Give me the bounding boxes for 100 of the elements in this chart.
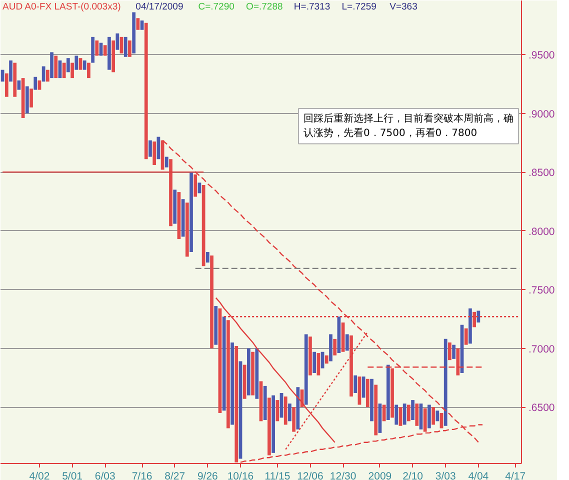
bar	[456, 348, 460, 376]
bar	[136, 18, 140, 30]
bar	[354, 375, 358, 393]
bar	[402, 404, 406, 425]
bar	[140, 20, 144, 30]
bar	[164, 156, 168, 168]
x-tick-label: 2009	[368, 470, 392, 480]
bar	[214, 306, 218, 345]
bar	[350, 335, 353, 397]
bar	[78, 58, 82, 70]
y-tick-label: .9500	[528, 50, 555, 62]
bar	[34, 76, 38, 90]
bar	[30, 88, 33, 108]
bar	[251, 352, 254, 396]
bar	[329, 334, 332, 362]
bar	[436, 410, 440, 422]
x-tick-label: 6/03	[94, 470, 116, 480]
bar	[374, 384, 378, 436]
bar	[386, 364, 390, 420]
bar	[66, 58, 70, 72]
bar	[4, 73, 8, 97]
y-tick-label: .7000	[528, 343, 555, 356]
bar	[320, 352, 324, 368]
bar	[394, 404, 398, 425]
bar	[54, 56, 58, 78]
bar	[38, 80, 42, 90]
bar	[194, 174, 198, 197]
bar	[345, 334, 349, 351]
y-tick-label: .8500	[528, 167, 555, 180]
bar	[428, 404, 431, 428]
bar	[25, 86, 29, 114]
y-tick-label: .9000	[528, 108, 555, 120]
x-tick-label: 9/26	[197, 470, 218, 480]
bar	[324, 355, 328, 364]
bar	[46, 70, 50, 82]
bar	[190, 172, 193, 252]
x-tick-label: 5/01	[62, 470, 83, 480]
bar	[144, 22, 148, 160]
bar	[70, 62, 74, 78]
x-tick-label: 8/27	[164, 470, 186, 480]
bar	[62, 62, 66, 78]
x-tick-label: 4/04	[468, 470, 489, 480]
bar	[263, 386, 267, 420]
bar	[148, 140, 152, 157]
bar	[382, 404, 386, 422]
bar	[103, 45, 107, 56]
bar	[169, 159, 172, 226]
bar	[378, 404, 382, 433]
bar	[276, 400, 280, 422]
annotation: 回踩后重新选择上行，目前看突破本周前高，确认涨势，先看0．7500，再看0．7800	[304, 112, 514, 139]
bar	[185, 202, 189, 257]
bar	[17, 80, 21, 90]
bar	[13, 62, 17, 97]
bar	[292, 407, 296, 432]
x-tick-label: 4/02	[29, 470, 50, 480]
bar	[247, 348, 250, 396]
x-tick-label: 2/10	[402, 470, 424, 480]
bar	[272, 395, 275, 453]
bar	[296, 387, 300, 430]
bar	[74, 56, 78, 70]
bar	[152, 142, 156, 166]
bar	[284, 396, 288, 425]
text: 04/17/2009 C=.7290 O=.7288 H=.7313 L=.7259 V=363	[136, 2, 418, 12]
bar	[407, 404, 410, 422]
bar	[210, 256, 214, 348]
bar	[124, 36, 128, 57]
x-tick-label: 4/17	[505, 470, 526, 480]
bar	[112, 40, 115, 72]
y-tick-label: .8000	[528, 226, 555, 238]
x-tick-label: 12/06	[297, 470, 324, 480]
bar	[222, 316, 226, 411]
bar	[173, 190, 177, 224]
bar	[206, 252, 210, 263]
bar	[288, 404, 292, 422]
bar	[452, 344, 456, 359]
bar	[366, 378, 370, 408]
bar	[411, 400, 414, 420]
x-tick-label: 11/15	[264, 470, 290, 480]
bar	[226, 320, 230, 428]
bar	[464, 328, 468, 345]
bar	[415, 404, 419, 426]
bar	[132, 12, 136, 54]
bar	[370, 378, 374, 422]
bar	[398, 407, 402, 426]
bar	[448, 342, 452, 360]
bar	[234, 346, 238, 462]
bar	[423, 408, 427, 432]
bar	[108, 36, 111, 70]
bar	[87, 62, 90, 78]
x-tick-label: 12/30	[330, 470, 356, 480]
bar	[242, 364, 246, 399]
bar	[312, 352, 316, 374]
bar	[316, 353, 320, 376]
bar	[476, 310, 480, 322]
bar	[128, 40, 132, 57]
bar	[444, 338, 448, 426]
bar	[120, 36, 124, 54]
x-tick-label: 10/16	[227, 470, 254, 480]
bar	[91, 36, 94, 63]
bar	[255, 348, 259, 399]
